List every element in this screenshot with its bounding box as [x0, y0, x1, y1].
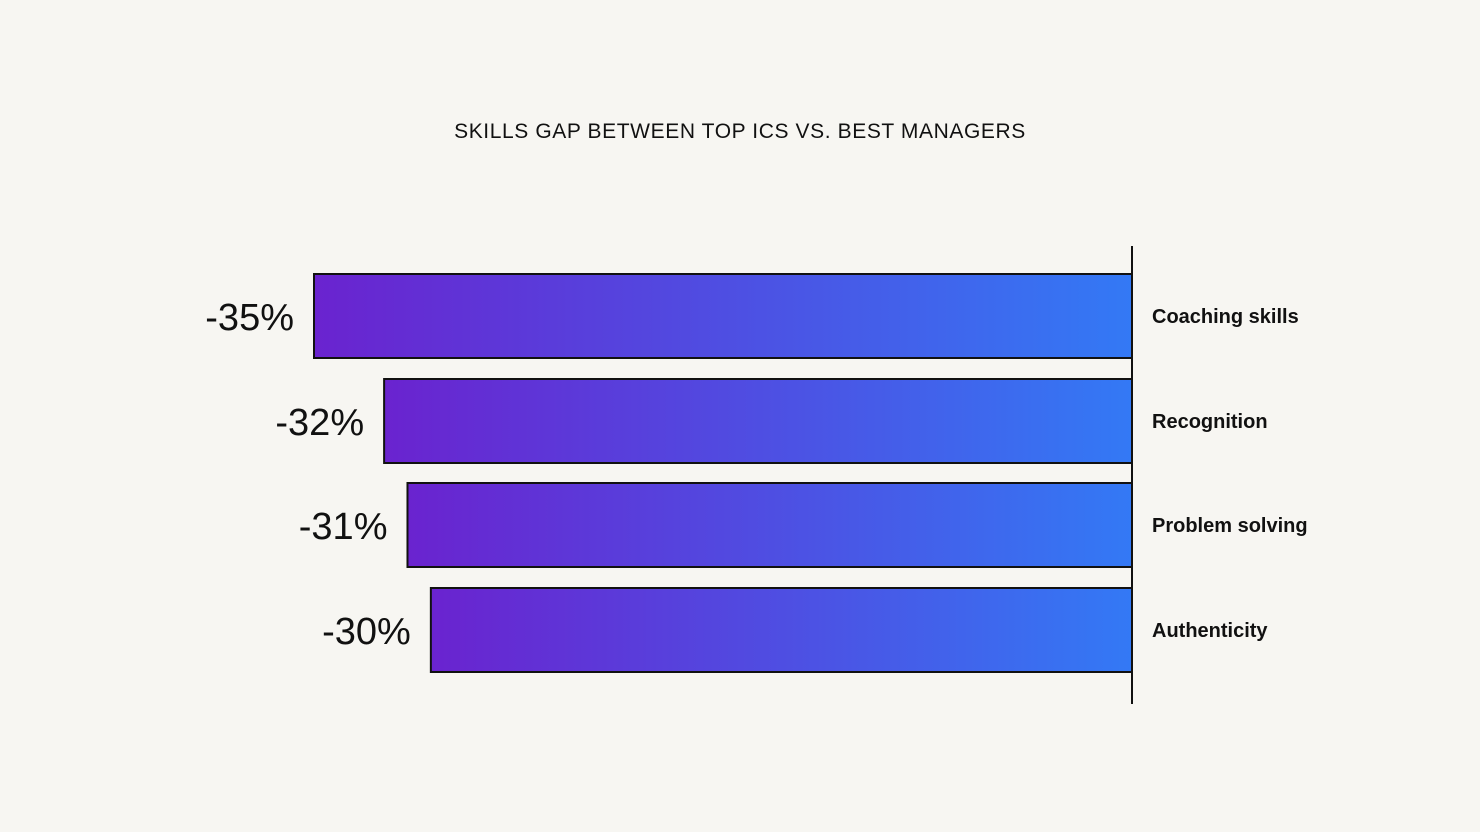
value-label-coaching-skills: -35% [205, 297, 294, 339]
category-label-recognition: Recognition [1152, 411, 1268, 433]
bars-layer: -35% Coaching skills -32% Recognition -31% Pr… [205, 273, 1308, 673]
bar-authenticity [429, 587, 1134, 673]
value-label-problem-solving: -31% [299, 506, 388, 548]
value-label-authenticity: -30% [322, 611, 411, 653]
category-label-coaching-skills: Coaching skills [1152, 306, 1299, 328]
chart-title: SKILLS GAP BETWEEN TOP ICS VS. BEST MANA… [454, 120, 1026, 143]
bar-coaching-skills [313, 273, 1133, 359]
bar-problem-solving [406, 482, 1133, 568]
bar-recognition [383, 378, 1134, 464]
value-label-recognition: -32% [275, 402, 364, 444]
category-label-problem-solving: Problem solving [1152, 515, 1308, 537]
category-label-authenticity: Authenticity [1152, 620, 1268, 642]
